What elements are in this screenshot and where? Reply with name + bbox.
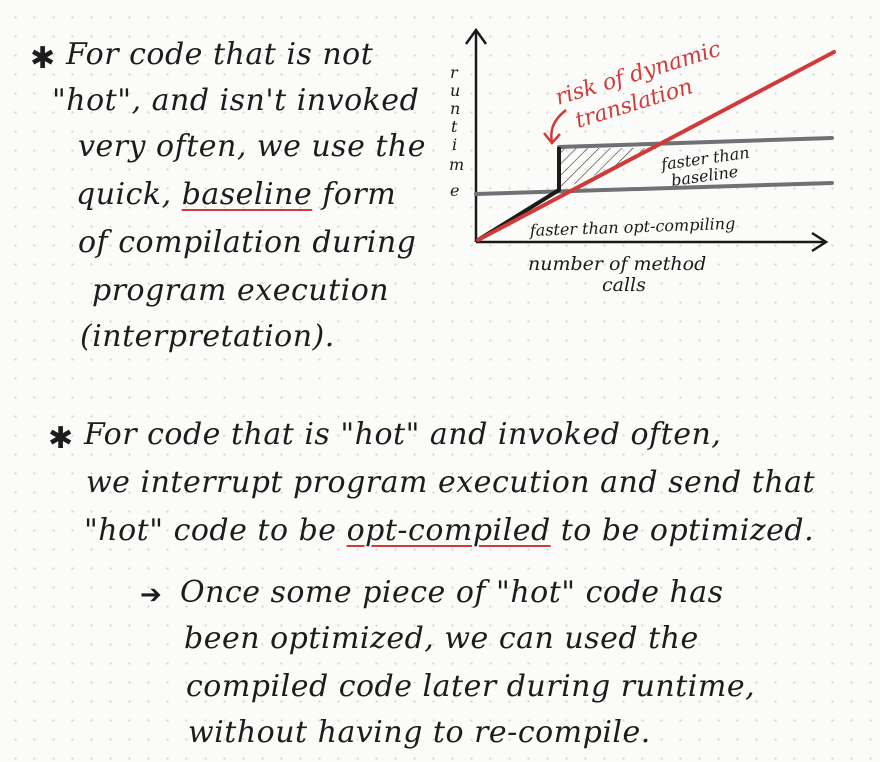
note-text: form bbox=[312, 177, 397, 212]
note-text: "hot" code to be bbox=[84, 513, 347, 548]
note-line: For code that is not bbox=[66, 37, 374, 72]
region-label: faster than opt-compiling bbox=[528, 214, 735, 240]
x-axis-arrowhead-icon bbox=[811, 231, 829, 253]
note-line: very often, we use the bbox=[78, 129, 427, 164]
curved-arrowhead-icon bbox=[543, 132, 561, 145]
asterisk-bullet-icon: ✱ bbox=[48, 421, 74, 456]
opt-compiled-term: opt-compiled bbox=[346, 513, 551, 548]
note-line: we interrupt program execution and send … bbox=[86, 465, 816, 500]
note-line: been optimized, we can used the bbox=[184, 621, 699, 656]
y-axis-letter: u bbox=[450, 81, 460, 100]
opt-compiled-line bbox=[557, 136, 834, 149]
y-axis-letter: e bbox=[450, 181, 459, 200]
baseline-term: baseline bbox=[181, 177, 313, 212]
y-axis-letter: r bbox=[450, 63, 459, 82]
note-line: (interpretation). bbox=[80, 319, 335, 354]
dynamic-translation-line bbox=[476, 50, 836, 242]
arrow-bullet-icon: ➔ bbox=[140, 580, 162, 610]
y-axis-letter: m bbox=[449, 155, 464, 174]
curved-arrow-icon bbox=[550, 109, 567, 143]
note-line: Once some piece of "hot" code has bbox=[180, 575, 724, 610]
y-axis-arrowhead-icon bbox=[464, 27, 488, 45]
baseline-line bbox=[474, 181, 834, 196]
actual-runtime-line bbox=[476, 147, 561, 242]
note-line: "hot" code to be opt-compiled to be opti… bbox=[84, 516, 814, 546]
x-axis-label: calls bbox=[602, 274, 646, 296]
note-text: to be optimized. bbox=[550, 513, 815, 548]
note-line: quick, baseline form bbox=[76, 180, 396, 210]
note-line: without having to re-compile. bbox=[188, 715, 651, 750]
note-line: program execution bbox=[92, 273, 390, 308]
x-axis-label: number of method bbox=[528, 253, 706, 275]
asterisk-bullet-icon: ✱ bbox=[30, 41, 56, 76]
note-line: compiled code later during runtime, bbox=[186, 669, 756, 704]
note-line: "hot", and isn't invoked bbox=[52, 83, 420, 118]
note-line: of compilation during bbox=[78, 225, 417, 260]
y-axis-letter: t bbox=[451, 117, 458, 136]
y-axis-letter: n bbox=[450, 99, 460, 118]
note-line: For code that is "hot" and invoked often… bbox=[84, 417, 722, 452]
y-axis-letter: i bbox=[452, 135, 457, 154]
note-text: quick, bbox=[76, 177, 182, 212]
